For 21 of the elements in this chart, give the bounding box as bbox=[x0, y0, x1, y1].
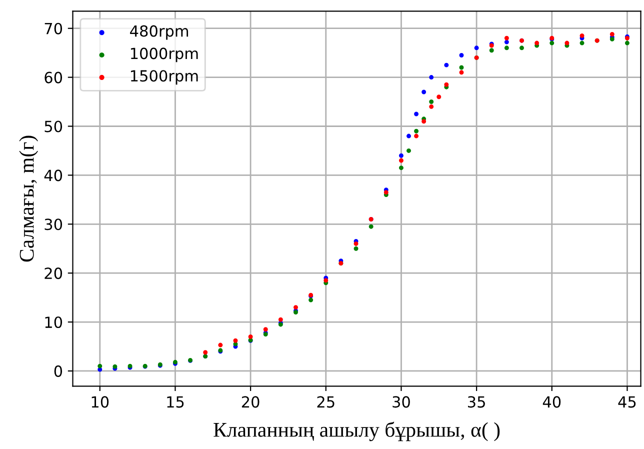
x-tick-label: 10 bbox=[92, 396, 109, 408]
y-tick-label: 0 bbox=[54, 365, 62, 377]
y-tick-label: 60 bbox=[44, 72, 62, 84]
x-tick-label: 30 bbox=[392, 396, 410, 408]
x-tick-label: 35 bbox=[468, 396, 485, 408]
y-tick-label: 20 bbox=[44, 268, 62, 280]
x-tick-label: 20 bbox=[242, 396, 260, 408]
x-tick-label: 45 bbox=[618, 396, 636, 408]
y-tick-label: 30 bbox=[44, 218, 62, 230]
x-tick-label: 40 bbox=[542, 396, 561, 408]
x-tick-label: 25 bbox=[317, 396, 334, 408]
y-tick-label: 50 bbox=[44, 120, 62, 132]
y-tick-label: 40 bbox=[44, 170, 62, 182]
legend-label: 1000rpm bbox=[130, 48, 198, 62]
y-tick-label: 10 bbox=[45, 316, 62, 328]
y-axis-title: Салмағы, m(г) bbox=[19, 136, 38, 262]
legend-label: 1500rpm bbox=[130, 70, 198, 85]
x-axis-title: Клапанның ашылу бұрышы, α( ) bbox=[214, 422, 500, 442]
legend-label: 480rpm bbox=[130, 25, 188, 40]
y-tick-label: 70 bbox=[44, 22, 62, 34]
x-tick-label: 15 bbox=[167, 396, 184, 408]
